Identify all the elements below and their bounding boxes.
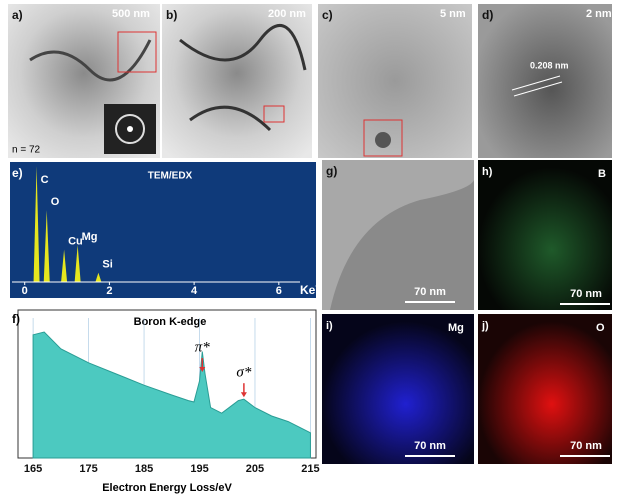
image-i xyxy=(322,314,474,464)
spectrum-area xyxy=(32,331,311,459)
scale-label: 2 nm xyxy=(586,8,612,20)
spacing-label: 0.208 nm xyxy=(530,60,569,70)
annotation: π* xyxy=(195,339,211,355)
x-tick-label: 205 xyxy=(246,463,264,475)
image-feature xyxy=(330,180,474,310)
x-unit: KeV xyxy=(300,283,323,297)
x-tick-label: 6 xyxy=(276,285,282,297)
peak xyxy=(74,244,81,282)
note: n = 72 xyxy=(12,145,41,156)
lattice-line xyxy=(513,81,563,97)
panel-label: h) xyxy=(482,166,493,178)
scale-label: 70 nm xyxy=(414,440,446,452)
x-tick-label: 195 xyxy=(190,463,208,475)
peak-label: O xyxy=(51,196,60,208)
peak-label: Si xyxy=(102,259,112,271)
image-feature xyxy=(29,39,152,82)
peak xyxy=(61,249,68,282)
particle xyxy=(375,132,391,148)
roi-box xyxy=(363,119,403,157)
x-tick-label: 175 xyxy=(79,463,97,475)
diffraction-spot xyxy=(127,126,133,132)
panel-label: c) xyxy=(322,8,333,22)
panel-label: b) xyxy=(166,8,177,22)
panel-label: i) xyxy=(326,320,333,332)
x-tick-label: 185 xyxy=(135,463,153,475)
scale-label: 500 nm xyxy=(112,8,150,20)
x-axis-label: Electron Energy Loss/eV xyxy=(102,482,232,494)
diffraction-ring xyxy=(115,114,145,144)
panel-label: j) xyxy=(481,320,489,332)
arrow-head xyxy=(240,392,247,398)
scale-label: 70 nm xyxy=(414,286,446,298)
element-label: B xyxy=(598,168,606,180)
panel-label: f) xyxy=(12,312,20,326)
chart-title: TEM/EDX xyxy=(148,171,193,182)
element-label: Mg xyxy=(448,322,464,334)
x-tick-label: 2 xyxy=(106,285,112,297)
x-tick-label: 4 xyxy=(191,285,198,297)
arrow-head xyxy=(199,367,206,372)
edx-background xyxy=(10,162,316,298)
image-b xyxy=(162,4,312,158)
peak-label: Cu xyxy=(68,235,83,247)
image-feature xyxy=(179,24,307,132)
image-j xyxy=(478,314,612,464)
peak xyxy=(43,210,50,282)
x-tick-label: 165 xyxy=(24,463,42,475)
image-c xyxy=(318,4,472,158)
x-tick-label: 215 xyxy=(301,463,319,475)
scale-label: 70 nm xyxy=(570,440,602,452)
panel-label: a) xyxy=(12,8,23,22)
peak-label: Mg xyxy=(82,231,98,243)
lattice-line xyxy=(511,75,561,91)
image-h xyxy=(478,160,612,310)
peak xyxy=(95,272,102,282)
peak xyxy=(33,166,40,282)
chart-title: Boron K-edge xyxy=(134,316,207,328)
element-label: O xyxy=(596,322,605,334)
scale-label: 200 nm xyxy=(268,8,306,20)
scale-label: 70 nm xyxy=(570,288,602,300)
x-tick-label: 0 xyxy=(22,285,28,297)
annotation: σ* xyxy=(236,365,251,381)
panel-label: d) xyxy=(482,8,493,22)
scale-label: 5 nm xyxy=(440,8,466,20)
image-d xyxy=(478,4,612,158)
roi-box xyxy=(117,31,157,73)
peak-label: C xyxy=(41,174,49,186)
roi-box xyxy=(263,105,285,123)
panel-label: g) xyxy=(326,164,337,178)
panel-label: e) xyxy=(12,166,23,180)
